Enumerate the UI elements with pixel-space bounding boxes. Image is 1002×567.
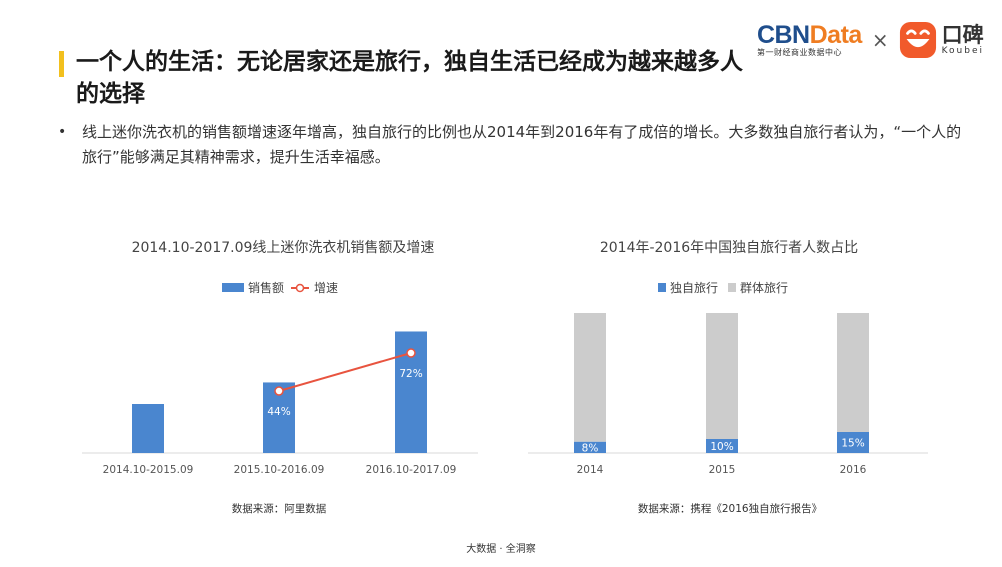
chart2-x-tick-2016: 2016 <box>840 464 867 476</box>
chart2-solo-label-2016: 15% <box>841 438 864 450</box>
chart2-bar-solo-2016 <box>837 432 869 453</box>
cbn-logo-part2: Data <box>809 20 863 49</box>
chart1-growth-label-3: 72% <box>399 368 422 380</box>
chart2-legend-group-swatch <box>728 283 736 292</box>
chart1-legend-sales-label: 销售额 <box>248 280 284 295</box>
bullet-text: 线上迷你洗衣机的销售额增速逐年增高，独自旅行的比例也从2014年到2016年有了… <box>82 123 962 166</box>
chart1-title: 2014.10-2017.09线上迷你洗衣机销售额及增速 <box>132 240 435 256</box>
koubei-smile-icon <box>899 21 936 59</box>
chart2-bar-group-2014 <box>574 313 606 442</box>
chart1-legend-growth-label: 增速 <box>314 281 338 295</box>
chart1-growth-point-3 <box>406 348 416 358</box>
chart1-source: 数据来源：阿里数据 <box>232 502 327 515</box>
chart2-title: 2014年-2016年中国独自旅行者人数占比 <box>600 240 858 256</box>
bullet-dot: • <box>58 124 67 140</box>
page-title: 一个人的生活：无论居家还是旅行，独自生活已经成为越来越多人的选择 <box>76 49 743 107</box>
chart1-growth-label-2: 44% <box>267 406 290 418</box>
cbndata-logo: CBNData 第一财经商业数据中心 <box>756 20 863 58</box>
chart2-bar-group-2016 <box>837 313 869 432</box>
brand-logos: CBNData 第一财经商业数据中心 × 口碑 Koubei <box>757 20 984 60</box>
chart2-bar-solo-2015 <box>706 439 738 453</box>
koubei-en: Koubei <box>941 45 984 56</box>
koubei-cn: 口碑 <box>941 22 984 47</box>
chart2-legend-solo-label: 独自旅行 <box>670 281 718 295</box>
cbn-logo-part1: CBN <box>756 20 810 49</box>
footer-tagline: 大数据 · 全洞察 <box>466 544 536 555</box>
chart1-growth-point-2 <box>274 386 284 396</box>
chart2-legend-solo-swatch <box>658 283 666 292</box>
chart1-legend-growth-marker <box>295 283 305 293</box>
chart2-x-tick-2014: 2014 <box>577 464 604 476</box>
chart1-growth-line <box>278 352 412 392</box>
chart2-solo-label-2014: 8% <box>582 442 599 454</box>
chart2-solo-label-2015: 10% <box>710 441 733 453</box>
chart1-x-tick-2: 2015.10-2016.09 <box>234 464 325 476</box>
chart2-bar-group-2015 <box>706 313 738 439</box>
chart1-x-tick-1: 2014.10-2015.09 <box>103 464 194 476</box>
koubei-wordmark: 口碑 Koubei <box>942 24 984 57</box>
chart2-bar-solo-2014 <box>574 441 606 453</box>
chart1-bar-1 <box>132 404 164 453</box>
cbndata-subtitle: 第一财经商业数据中心 <box>756 47 842 57</box>
chart2-legend-group-label: 群体旅行 <box>740 281 788 295</box>
chart2-source: 数据来源：携程《2016独自旅行报告》 <box>638 502 822 515</box>
chart1-x-tick-3: 2016.10-2017.09 <box>366 464 457 476</box>
chart1-legend-sales-swatch <box>222 283 244 292</box>
times-sign: × <box>871 28 889 52</box>
chart2-x-tick-2015: 2015 <box>709 464 736 476</box>
title-accent-bar <box>59 51 64 77</box>
